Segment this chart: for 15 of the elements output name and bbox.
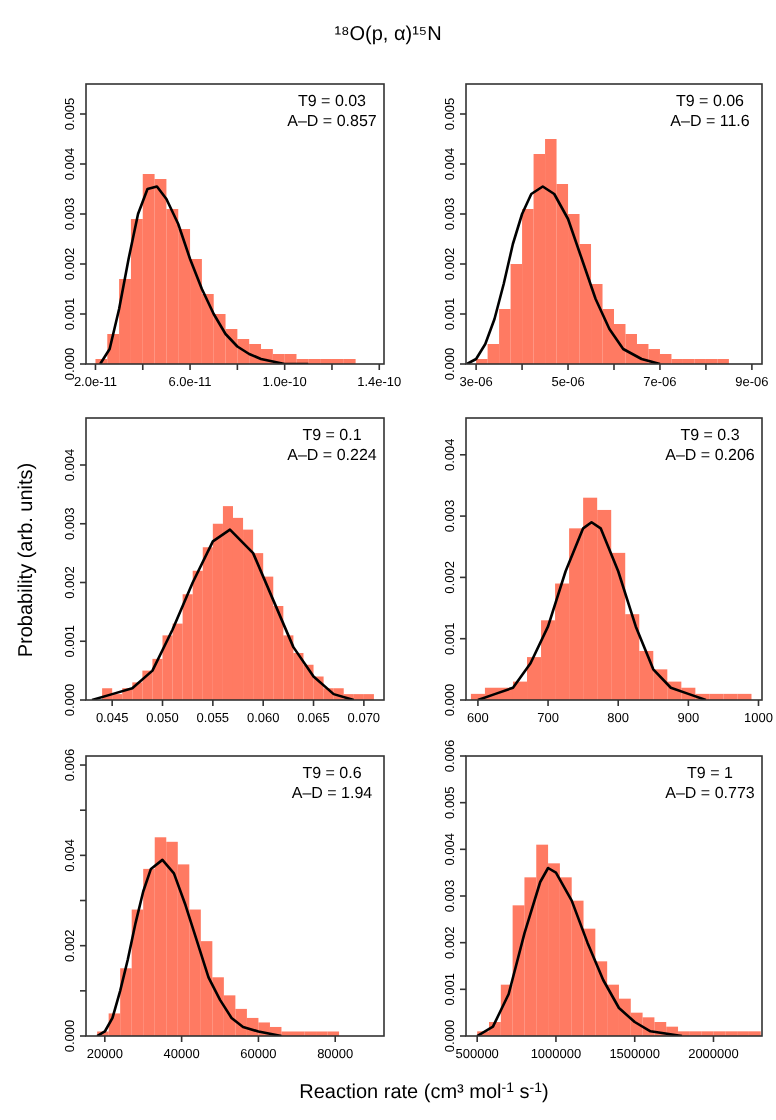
- x-axis-title: Reaction rate (cm³ mol$^{-1}$ s$^{-1}$): [299, 1081, 549, 1104]
- annotation: T9 = 0.06: [675, 92, 746, 110]
- annotation: A–D = 0.224: [287, 446, 378, 464]
- annotation: T9 = 0.3: [680, 426, 741, 444]
- annotation: A–D = 0.773: [665, 784, 756, 802]
- annotation: A–D = 0.206: [665, 446, 756, 464]
- chart-title: ¹⁸O(p, α)¹⁵N: [334, 24, 442, 46]
- annotation: T9 = 0.6: [302, 764, 363, 782]
- annotation: T9 = 0.03: [297, 92, 368, 110]
- annotation: T9 = 0.1: [302, 426, 363, 444]
- annotation: A–D = 1.94: [291, 784, 374, 802]
- y-axis-title: Probability (arb. units): [16, 462, 38, 658]
- annotation: A–D = 11.6: [670, 112, 751, 130]
- annotation: A–D = 0.857: [287, 112, 378, 130]
- annotation: T9 = 1: [687, 764, 734, 782]
